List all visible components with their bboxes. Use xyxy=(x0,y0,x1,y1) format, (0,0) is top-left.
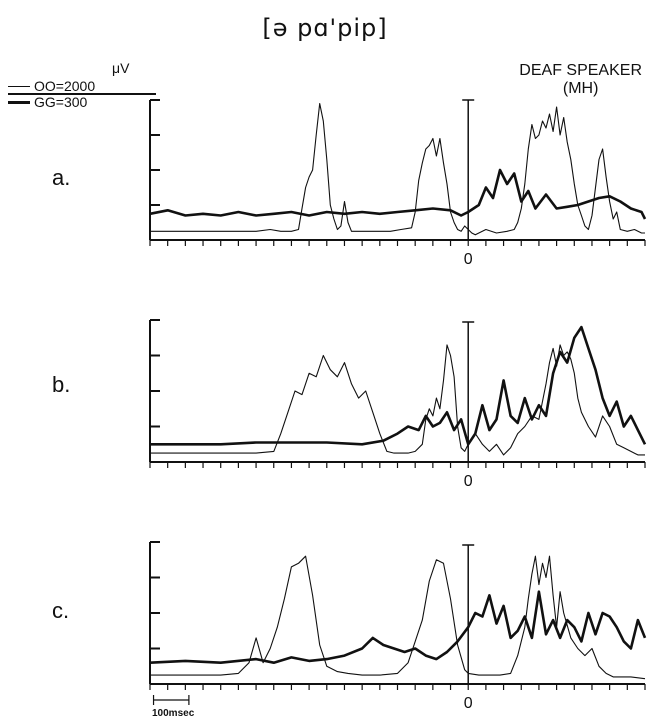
panel-b-gg-trace xyxy=(150,325,647,446)
legend-divider-rule xyxy=(8,93,156,95)
speaker-label: DEAF SPEAKER (MH) xyxy=(519,62,642,98)
panel-c-label: c. xyxy=(52,598,70,623)
panel-a-gg-trace xyxy=(149,168,647,220)
chart-title: [ə pɑ'pip] xyxy=(262,14,388,42)
panel-c-zero-label: 0 xyxy=(464,695,473,712)
panel-a-label: a. xyxy=(52,165,71,190)
panel-b-zero-label: 0 xyxy=(464,473,473,490)
legend-thick-line-swatch xyxy=(8,100,30,104)
panel-b-label: b. xyxy=(52,372,71,397)
panel-c-gg-trace xyxy=(149,590,647,664)
panel-a-oo-trace xyxy=(150,102,645,236)
timescale-label: 100msec xyxy=(152,708,195,719)
legend-item-gg: GG=300 xyxy=(8,94,87,110)
legend-gg-label: GG=300 xyxy=(34,94,88,110)
panel-c-oo-trace xyxy=(150,555,646,680)
panel-a-zero-label: 0 xyxy=(464,251,473,268)
legend-thin-line-swatch xyxy=(8,85,30,87)
panel-b-oo-trace xyxy=(150,344,645,456)
legend-item-oo: OO=2000 xyxy=(8,78,95,94)
speaker-line-2: (MH) xyxy=(562,80,599,97)
speaker-line-1: DEAF SPEAKER xyxy=(519,62,642,79)
legend-unit-label: μV xyxy=(112,60,130,76)
legend-oo-label: OO=2000 xyxy=(34,78,96,94)
